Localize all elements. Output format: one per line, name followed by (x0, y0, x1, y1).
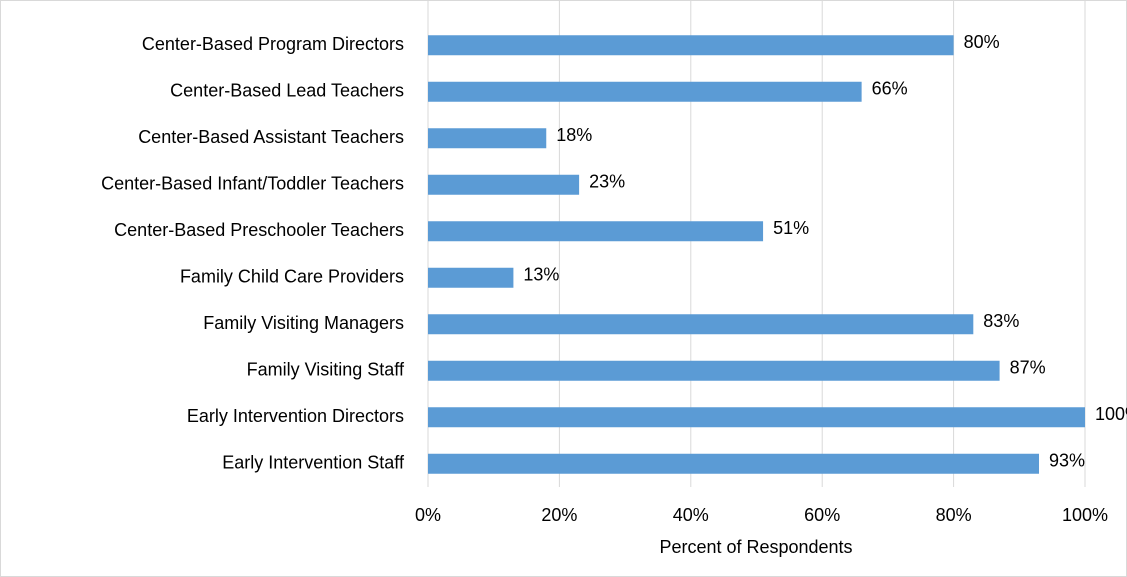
y-tick-label: Family Visiting Staff (247, 360, 405, 380)
x-tick-label: 40% (673, 505, 709, 525)
bar (428, 174, 580, 195)
value-label: 66% (872, 79, 908, 99)
y-tick-label: Center-Based Infant/Toddler Teachers (101, 174, 404, 194)
y-tick-label: Center-Based Lead Teachers (170, 81, 404, 101)
bar (428, 407, 1085, 428)
y-tick-label: Early Intervention Directors (187, 406, 404, 426)
value-label: 100% (1095, 404, 1127, 424)
value-label: 80% (964, 32, 1000, 52)
bar (428, 221, 764, 242)
bar (428, 453, 1040, 474)
y-tick-label: Center-Based Program Directors (142, 34, 404, 54)
value-label: 23% (589, 172, 625, 192)
y-tick-label: Center-Based Assistant Teachers (138, 127, 404, 147)
y-tick-label: Early Intervention Staff (222, 453, 405, 473)
y-tick-label: Family Visiting Managers (203, 313, 404, 333)
x-tick-label: 60% (804, 505, 840, 525)
bar (428, 360, 1000, 381)
x-tick-label: 20% (541, 505, 577, 525)
x-tick-label: 80% (936, 505, 972, 525)
y-tick-label: Center-Based Preschooler Teachers (114, 220, 404, 240)
value-label: 13% (523, 265, 559, 285)
x-tick-label: 100% (1062, 505, 1108, 525)
x-tick-label: 0% (415, 505, 441, 525)
value-label: 87% (1010, 358, 1046, 378)
x-axis-label: Percent of Respondents (659, 537, 852, 557)
bar (428, 35, 954, 56)
y-tick-label: Family Child Care Providers (180, 267, 404, 287)
value-label: 93% (1049, 451, 1085, 471)
value-label: 18% (556, 125, 592, 145)
bar (428, 128, 547, 149)
bar (428, 314, 974, 335)
bar (428, 81, 862, 102)
value-label: 51% (773, 218, 809, 238)
value-label: 83% (983, 311, 1019, 331)
bar (428, 267, 514, 288)
